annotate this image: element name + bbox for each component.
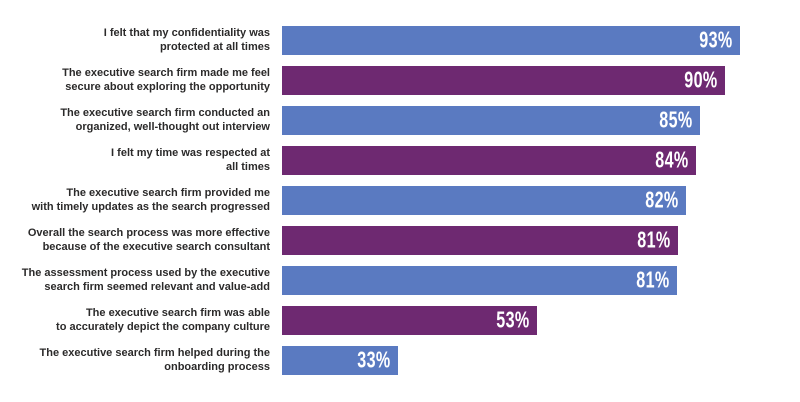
- bar: 85%: [282, 105, 700, 135]
- bar-row: The assessment process used by the execu…: [0, 260, 800, 300]
- bar: 93%: [282, 25, 740, 55]
- bar-track: 53%: [282, 305, 800, 335]
- bar-value: 85%: [659, 106, 693, 133]
- bar: 33%: [282, 345, 398, 375]
- bar-value: 84%: [655, 146, 689, 173]
- bar-track: 33%: [282, 345, 800, 375]
- bar-row: The executive search firm conducted an o…: [0, 100, 800, 140]
- bar-label: The executive search firm was able to ac…: [56, 307, 270, 333]
- bar: 90%: [282, 65, 725, 95]
- bar-label: The assessment process used by the execu…: [21, 267, 270, 293]
- bar-track: 85%: [282, 105, 800, 135]
- bar-value: 81%: [636, 266, 670, 293]
- bar-label: I felt my time was respected at all time…: [111, 147, 270, 173]
- bar: 82%: [282, 185, 686, 215]
- bar-label: I felt that my confidentiality was prote…: [103, 27, 270, 53]
- bar-value: 93%: [699, 26, 733, 53]
- bar-value: 81%: [637, 226, 671, 253]
- bar-row: Overall the search process was more effe…: [0, 220, 800, 260]
- bar-label: The executive search firm conducted an o…: [60, 107, 270, 133]
- bar-track: 81%: [282, 265, 800, 295]
- bar-label: The executive search firm provided me wi…: [31, 187, 270, 213]
- bar-value: 90%: [684, 66, 718, 93]
- bar-row: The executive search firm helped during …: [0, 340, 800, 380]
- bar-label: The executive search firm helped during …: [39, 347, 270, 373]
- bar-value: 33%: [357, 346, 391, 373]
- bar: 81%: [282, 265, 677, 295]
- bar-value: 82%: [645, 186, 679, 213]
- bar: 81%: [282, 225, 678, 255]
- bar-track: 82%: [282, 185, 800, 215]
- bar-row: The executive search firm was able to ac…: [0, 300, 800, 340]
- bar-label: The executive search firm made me feel s…: [62, 67, 270, 93]
- bar-row: I felt my time was respected at all time…: [0, 140, 800, 180]
- bar-track: 84%: [282, 145, 800, 175]
- bar: 53%: [282, 305, 537, 335]
- bar-row: I felt that my confidentiality was prote…: [0, 20, 800, 60]
- bar: 84%: [282, 145, 696, 175]
- bar-value: 53%: [496, 306, 530, 333]
- bar-track: 90%: [282, 65, 800, 95]
- bar-label: Overall the search process was more effe…: [27, 227, 270, 253]
- bar-row: The executive search firm made me feel s…: [0, 60, 800, 100]
- bar-track: 81%: [282, 225, 800, 255]
- bar-track: 93%: [282, 25, 800, 55]
- bar-row: The executive search firm provided me wi…: [0, 180, 800, 220]
